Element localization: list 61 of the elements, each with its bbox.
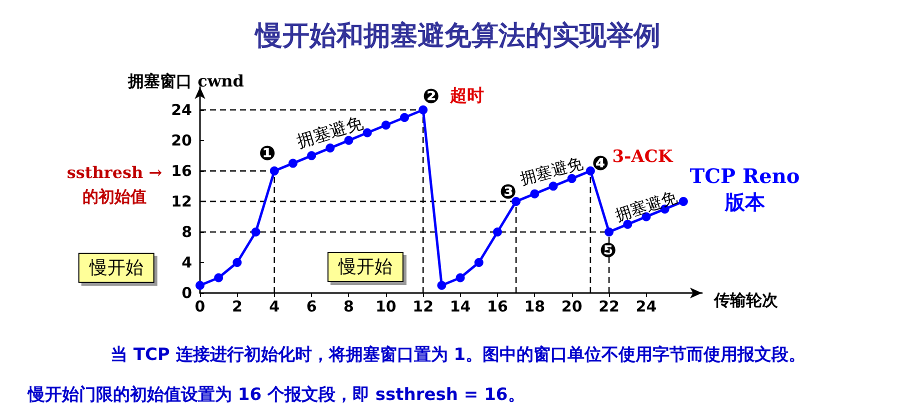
point [251, 227, 260, 236]
annotation: TCP Reno 版本 [690, 164, 800, 214]
x-tick-label: 16 [487, 298, 508, 316]
point [307, 151, 316, 160]
y-tick-label: 4 [182, 253, 192, 272]
text: 当 TCP 连接进行初始化时，将拥塞窗口置为 1。图中的窗口单位不使用字节而使用报文段。 [110, 345, 806, 365]
annotation: ❺ [600, 238, 617, 262]
point [400, 113, 410, 122]
point [214, 273, 224, 282]
x-tick-label: 24 [636, 298, 657, 316]
annotation: 拥塞避免 [294, 113, 366, 152]
x-tick-label: 12 [412, 298, 434, 316]
y-tick-label: 12 [171, 192, 192, 210]
point [362, 128, 372, 138]
point [530, 189, 540, 198]
point [381, 120, 390, 130]
text: 慢开始门限的初始值设置为 16 个报文段，即 ssthresh = 16。 [27, 385, 525, 405]
point [270, 166, 279, 176]
y-tick-label: 20 [171, 131, 192, 150]
x-tick-label: 6 [306, 298, 317, 316]
point [604, 227, 614, 236]
point [548, 182, 558, 191]
point [492, 227, 502, 236]
x-tick-label: 14 [450, 298, 471, 316]
annotation: ❷ [422, 84, 440, 108]
text: 慢开始 [88, 257, 144, 278]
x-tick-label: 4 [269, 298, 280, 316]
x-tick-label: 0 [194, 298, 206, 316]
point [678, 196, 688, 206]
point [326, 144, 335, 153]
point [288, 158, 298, 168]
x-axis-title: 传输轮次 [713, 290, 779, 310]
annotation: 慢开始 [337, 256, 392, 278]
y-tick-label: 24 [171, 100, 192, 119]
y-axis-title: 拥塞窗口 cwnd [127, 72, 244, 90]
x-tick-label: 2 [232, 298, 242, 316]
annotation: 3-ACK [612, 146, 674, 167]
x-tick-label: 8 [344, 298, 354, 316]
point [418, 105, 428, 114]
annotation: ❶ [258, 140, 276, 165]
point [567, 174, 576, 184]
x-tick-label: 22 [598, 298, 620, 316]
point [437, 280, 446, 290]
y-tick-label: 16 [171, 162, 192, 180]
point [456, 273, 465, 282]
x-tick-label: 10 [375, 298, 396, 316]
annotation: 拥塞避免 [612, 187, 680, 225]
y-tick-label: 0 [182, 284, 192, 302]
annotation: 超时 [449, 86, 484, 106]
x-tick-label: 20 [561, 298, 582, 316]
annotation: 拥塞避免 [518, 153, 585, 188]
chart-title: 慢开始和拥塞避免算法的实现举例 [254, 20, 660, 52]
point [232, 258, 242, 267]
annotation: ❸ [500, 179, 517, 204]
annotation: ❹ [592, 150, 609, 175]
point [196, 280, 204, 290]
y-tick-label: 8 [182, 222, 192, 241]
text: ssthresh → 的初始值 [66, 163, 162, 206]
point [586, 166, 595, 176]
x-tick-label: 18 [524, 298, 546, 316]
point [474, 258, 484, 267]
